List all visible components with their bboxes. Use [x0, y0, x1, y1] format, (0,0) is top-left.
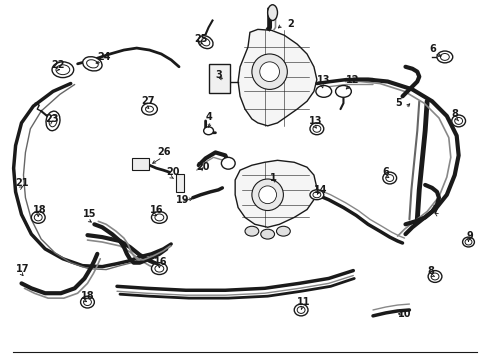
- Ellipse shape: [310, 123, 324, 135]
- Ellipse shape: [34, 214, 42, 221]
- Ellipse shape: [151, 263, 167, 275]
- Text: 2: 2: [287, 19, 294, 30]
- Text: 22: 22: [51, 60, 65, 70]
- Ellipse shape: [146, 106, 153, 112]
- Text: 26: 26: [157, 148, 171, 157]
- Ellipse shape: [198, 36, 213, 49]
- Ellipse shape: [455, 117, 463, 124]
- Ellipse shape: [313, 192, 321, 198]
- Text: 4: 4: [206, 112, 212, 122]
- Text: 6: 6: [429, 44, 436, 54]
- Text: 11: 11: [297, 297, 311, 307]
- Text: 12: 12: [346, 75, 360, 85]
- FancyBboxPatch shape: [209, 64, 230, 93]
- Text: 1: 1: [270, 173, 276, 183]
- Text: 14: 14: [314, 185, 327, 195]
- Ellipse shape: [83, 57, 102, 71]
- Ellipse shape: [46, 111, 60, 131]
- Ellipse shape: [155, 265, 164, 272]
- Ellipse shape: [336, 85, 351, 97]
- Ellipse shape: [297, 306, 305, 314]
- Circle shape: [260, 62, 279, 82]
- Ellipse shape: [151, 212, 167, 223]
- Text: 10: 10: [397, 309, 411, 319]
- Ellipse shape: [221, 157, 235, 169]
- Ellipse shape: [245, 226, 259, 236]
- Ellipse shape: [310, 190, 324, 200]
- Ellipse shape: [83, 299, 92, 306]
- Circle shape: [259, 186, 276, 204]
- Ellipse shape: [49, 115, 57, 127]
- Text: 16: 16: [149, 204, 163, 215]
- Ellipse shape: [386, 175, 393, 181]
- Text: 21: 21: [16, 178, 29, 188]
- Text: 8: 8: [452, 109, 459, 119]
- Ellipse shape: [428, 271, 442, 282]
- Ellipse shape: [294, 304, 308, 316]
- Text: 13: 13: [309, 116, 322, 126]
- Circle shape: [252, 179, 283, 211]
- Text: 18: 18: [80, 291, 94, 301]
- Text: 8: 8: [427, 266, 434, 276]
- Ellipse shape: [313, 125, 321, 132]
- Text: 23: 23: [45, 114, 59, 124]
- Circle shape: [252, 54, 287, 89]
- Text: 25: 25: [194, 34, 207, 44]
- Text: 5: 5: [395, 98, 402, 108]
- Ellipse shape: [316, 85, 332, 97]
- Ellipse shape: [431, 273, 439, 280]
- Ellipse shape: [142, 103, 157, 115]
- FancyBboxPatch shape: [176, 174, 184, 192]
- Polygon shape: [238, 30, 317, 126]
- Text: 20: 20: [196, 162, 209, 172]
- Ellipse shape: [383, 172, 396, 184]
- Text: 27: 27: [142, 96, 155, 106]
- FancyBboxPatch shape: [132, 158, 149, 170]
- Ellipse shape: [465, 239, 472, 245]
- Ellipse shape: [452, 115, 466, 127]
- Ellipse shape: [201, 39, 210, 46]
- Text: 9: 9: [466, 231, 473, 241]
- Text: 19: 19: [176, 195, 190, 205]
- Text: 13: 13: [317, 75, 330, 85]
- Ellipse shape: [437, 51, 453, 63]
- Text: 17: 17: [16, 264, 29, 274]
- Ellipse shape: [441, 54, 449, 60]
- Text: 20: 20: [166, 167, 180, 177]
- Text: 24: 24: [98, 52, 111, 62]
- Text: 7: 7: [432, 204, 439, 215]
- Ellipse shape: [80, 296, 95, 308]
- Ellipse shape: [204, 127, 214, 135]
- Ellipse shape: [31, 212, 45, 223]
- Polygon shape: [235, 160, 317, 227]
- Ellipse shape: [463, 237, 474, 247]
- Ellipse shape: [52, 62, 74, 78]
- Ellipse shape: [276, 226, 290, 236]
- Text: 6: 6: [383, 167, 390, 177]
- Ellipse shape: [261, 229, 274, 239]
- Ellipse shape: [56, 65, 70, 75]
- Ellipse shape: [87, 60, 98, 68]
- Text: 15: 15: [82, 210, 96, 220]
- Text: 3: 3: [216, 69, 222, 80]
- Text: 16: 16: [154, 257, 168, 267]
- Ellipse shape: [268, 5, 277, 21]
- Text: 18: 18: [33, 204, 47, 215]
- Ellipse shape: [155, 214, 164, 221]
- FancyBboxPatch shape: [219, 76, 230, 87]
